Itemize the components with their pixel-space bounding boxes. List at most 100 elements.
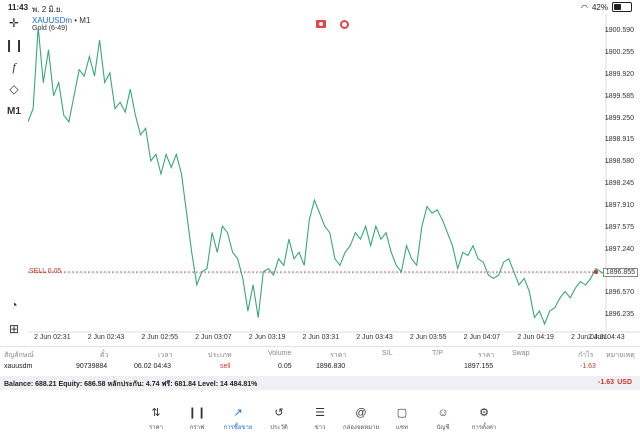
tab-label: ประวัติ <box>270 425 288 431</box>
tab-settings[interactable]: ⚙ การตั้งค่า <box>464 406 504 432</box>
data-point <box>109 72 111 74</box>
data-point <box>303 264 305 266</box>
y-tick-label: 1899.920 <box>604 70 634 78</box>
function-icon[interactable]: f <box>12 59 16 74</box>
data-point <box>216 251 218 253</box>
chart-line-icon: ↗ <box>233 407 243 419</box>
data-point <box>549 310 551 312</box>
data-point <box>564 291 566 292</box>
col-current: ราคา <box>478 352 495 359</box>
data-point <box>314 199 315 201</box>
row-type: sell <box>220 363 231 370</box>
data-point <box>559 297 561 299</box>
data-point <box>181 173 182 175</box>
candles-icon[interactable]: ❙❙ <box>3 38 25 52</box>
y-tick-label: 1897.575 <box>604 223 634 231</box>
price-chart[interactable]: XAUUSDm • M1 Gold (6-49) 1900.590 1900.25… <box>28 14 640 344</box>
col-tp: T/P <box>432 350 443 357</box>
col-price: ราคา <box>330 352 347 359</box>
crosshair-icon[interactable]: ✛ <box>8 16 20 30</box>
data-point <box>493 278 494 279</box>
col-swap: Swap <box>512 350 530 357</box>
col-profit: กำไร <box>578 352 594 359</box>
status-time: 11:43 <box>8 3 29 12</box>
data-point <box>237 258 239 260</box>
news-icon: ☰ <box>315 407 325 419</box>
data-point <box>262 271 264 273</box>
y-tick-label: 1898.245 <box>604 180 634 188</box>
timeframe-m1-button[interactable]: M1 <box>7 105 21 117</box>
tab-label: กล่องจดหมาย <box>342 425 380 431</box>
data-point <box>83 75 85 77</box>
mail-at-icon: @ <box>355 407 367 419</box>
data-point <box>175 154 177 155</box>
data-point <box>119 101 121 103</box>
data-point <box>416 264 418 266</box>
tab-label: ข่าว <box>314 425 326 431</box>
symbol-name: XAUUSDm <box>32 16 73 25</box>
data-point <box>421 225 423 227</box>
data-point <box>375 225 377 227</box>
data-point <box>247 310 249 312</box>
current-price-dot <box>594 270 598 274</box>
data-point <box>595 268 597 269</box>
row-current: 1897.155 <box>464 363 494 370</box>
tab-mailbox[interactable]: @ กล่องจดหมาย <box>341 406 381 432</box>
data-point <box>503 261 505 263</box>
data-point <box>482 261 484 263</box>
tab-account[interactable]: ☺ บัญชี <box>423 406 463 432</box>
tab-news[interactable]: ☰ ข่าว <box>300 406 340 432</box>
data-point <box>339 264 341 266</box>
x-tick-label: 2 Jun 02:55 <box>141 334 178 341</box>
tab-trade[interactable]: ↗ การซื้อขาย <box>218 406 258 432</box>
data-point <box>580 281 581 282</box>
data-point <box>528 291 530 292</box>
history-icon: ↺ <box>274 407 284 419</box>
x-tick-label: 2 Jun 04:07 <box>463 334 501 341</box>
speedometer-icon[interactable]: ◔ <box>10 298 18 312</box>
status-bar: 11:43 พ. 2 มิ.ย. ◠ 42% <box>0 0 640 14</box>
data-point <box>257 317 259 318</box>
data-point <box>191 251 193 253</box>
wifi-icon: ◠ <box>581 2 588 12</box>
new-order-icon[interactable]: ⊞ <box>8 322 20 336</box>
tab-chat[interactable]: ▢ แชท <box>382 406 422 432</box>
y-tick-label: 1898.915 <box>604 136 634 144</box>
bottom-tab-bar: ⇅ ราคา ❙❙ กราฟ ↗ การซื้อขาย ↺ ประวัติ ☰ … <box>0 400 640 447</box>
data-point <box>467 255 469 256</box>
data-point <box>68 121 70 123</box>
row-time: 06.02 04:43 <box>134 363 171 370</box>
data-point <box>73 95 75 97</box>
x-tick-label: 2 Jun 04:43 <box>588 334 625 341</box>
data-point <box>574 287 576 289</box>
data-point <box>273 274 274 276</box>
data-point <box>135 114 136 116</box>
data-point <box>457 268 459 269</box>
data-point <box>155 154 157 155</box>
data-point <box>488 274 489 276</box>
data-point <box>600 271 602 273</box>
data-point <box>293 258 295 260</box>
one-click-trading-icon[interactable] <box>316 20 326 28</box>
signal-icon[interactable] <box>340 20 349 29</box>
data-point <box>441 219 443 221</box>
data-point <box>370 245 372 247</box>
tab-history[interactable]: ↺ ประวัติ <box>259 406 299 432</box>
data-point <box>48 49 49 51</box>
tab-label: ราคา <box>149 425 163 431</box>
data-point <box>99 39 100 41</box>
table-row[interactable]: xauusdm 90739884 06.02 04:43 sell 0.05 1… <box>0 360 640 376</box>
y-tick-label: 1896.235 <box>604 311 634 319</box>
tab-chart[interactable]: ❙❙ กราฟ <box>177 406 217 432</box>
tab-label: การซื้อขาย <box>223 425 253 431</box>
data-point <box>140 134 141 136</box>
y-tick-label: 1900.255 <box>604 48 634 56</box>
tab-quotes[interactable]: ⇅ ราคา <box>136 406 176 432</box>
data-point <box>278 258 279 260</box>
status-right: ◠ 42% <box>581 2 632 12</box>
x-tick-label: 2 Jun 02:43 <box>87 334 125 341</box>
x-tick-label: 2 Jun 03:55 <box>409 334 447 341</box>
balance-currency: USD <box>617 379 632 386</box>
data-point <box>523 278 525 279</box>
objects-icon[interactable]: ◇ <box>9 82 19 96</box>
